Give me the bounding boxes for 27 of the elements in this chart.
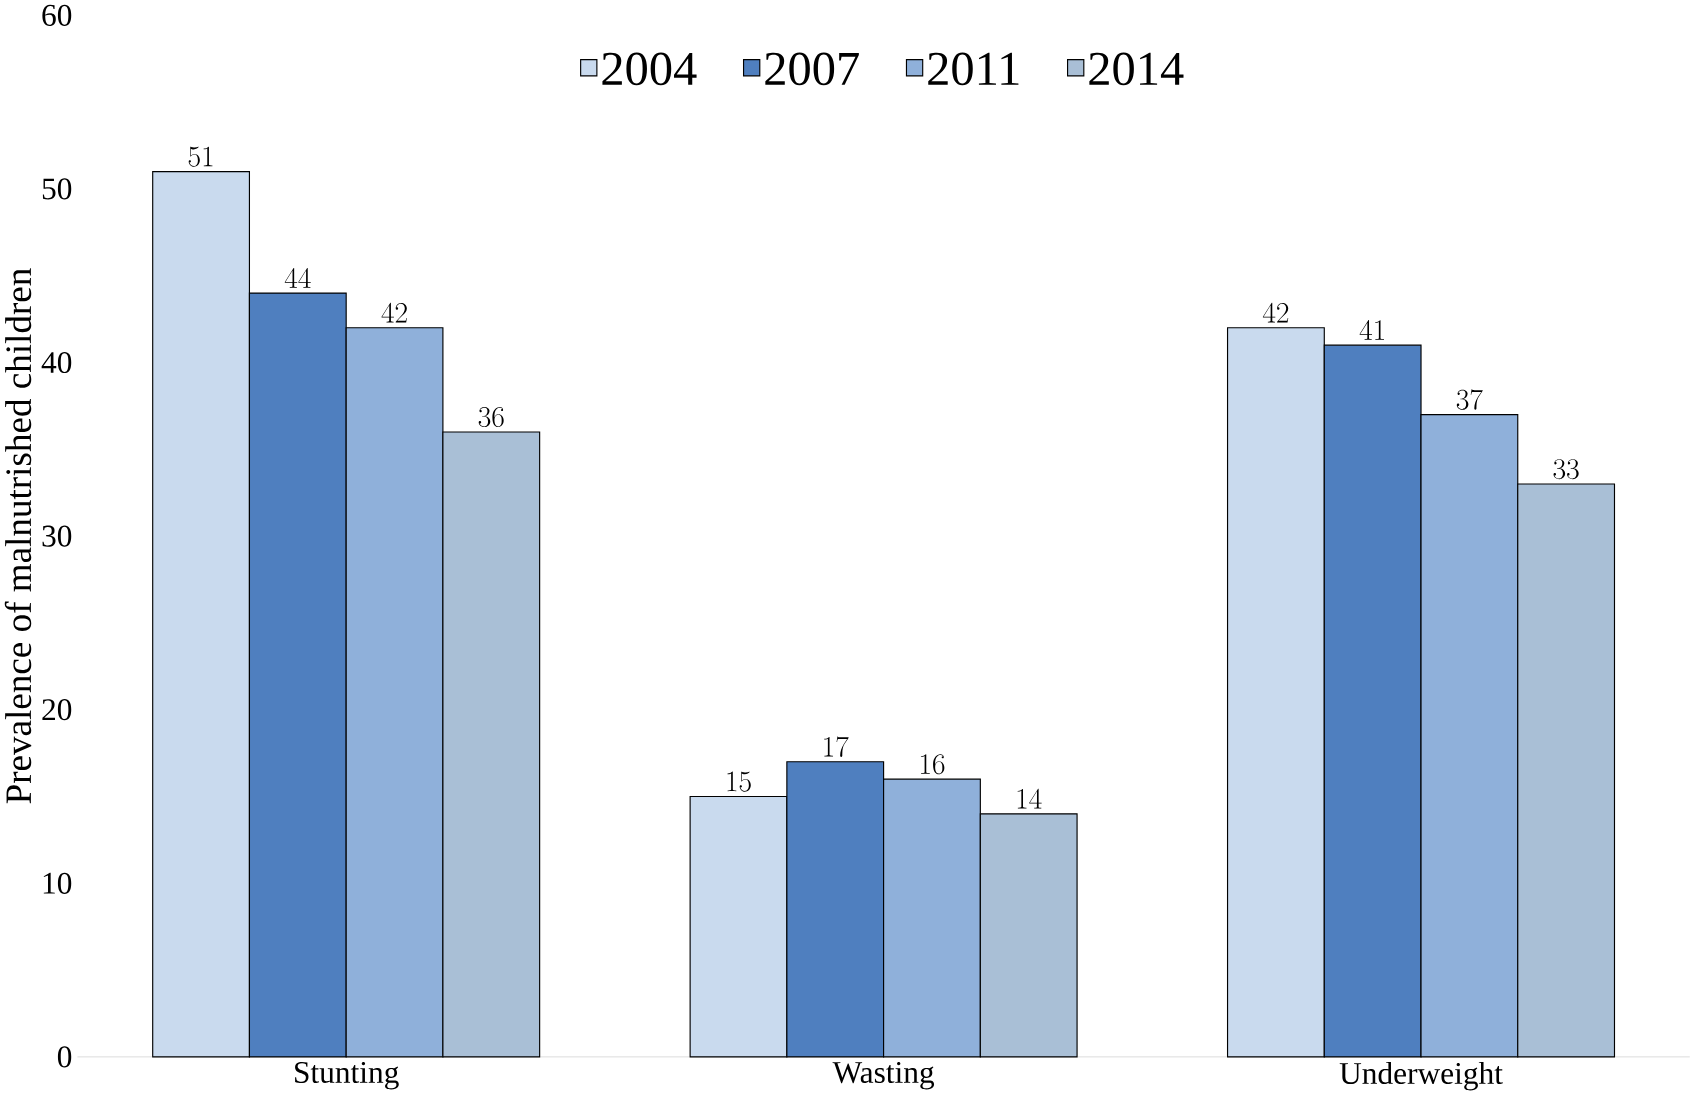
data-label: 16 <box>920 754 945 775</box>
legend-label: 2011 <box>928 52 1019 86</box>
x-tick-label: Wasting <box>832 1061 935 1090</box>
legend-label: 2014 <box>1089 52 1184 86</box>
y-tick-label: 50 <box>42 178 72 200</box>
data-label: 17 <box>824 736 849 757</box>
y-tick-label: 60 <box>42 4 72 26</box>
y-tick-label: 30 <box>42 525 72 547</box>
data-label: 42 <box>381 302 407 323</box>
y-tick-label: 0 <box>57 1046 72 1068</box>
y-tick-label: 40 <box>41 351 72 373</box>
data-label: 51 <box>188 146 213 167</box>
data-label: 41 <box>1359 319 1384 340</box>
data-label: 15 <box>727 771 751 792</box>
data-label: 14 <box>1017 788 1042 809</box>
y-axis-title: Prevalence of malnutrished children <box>4 268 32 804</box>
data-label: 37 <box>1456 389 1483 410</box>
data-label: 36 <box>478 406 504 427</box>
x-tick-label: Stunting <box>295 1061 399 1090</box>
y-tick-label: 20 <box>42 699 72 721</box>
legend-label: 2007 <box>765 52 859 86</box>
data-label: 44 <box>284 267 311 288</box>
data-label: 42 <box>1262 302 1289 323</box>
y-tick-label: 10 <box>43 872 72 894</box>
x-tick-label: Underweight <box>1339 1061 1503 1091</box>
data-label: 33 <box>1553 459 1579 480</box>
legend-label: 2004 <box>602 52 697 86</box>
